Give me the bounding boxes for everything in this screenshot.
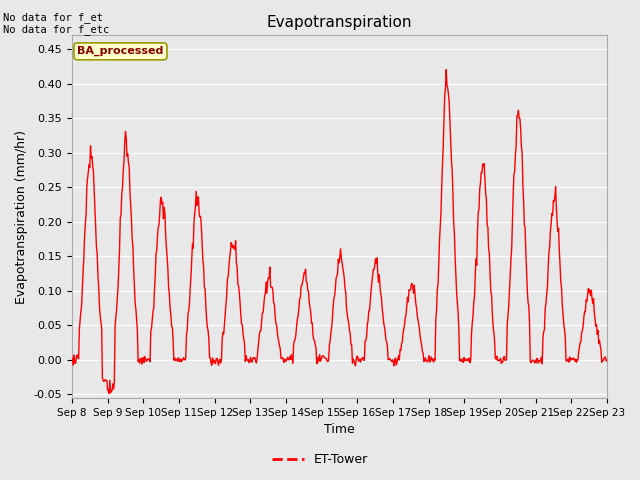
Title: Evapotranspiration: Evapotranspiration <box>267 15 412 30</box>
Legend: ET-Tower: ET-Tower <box>268 448 372 471</box>
Text: No data for f_et
No data for f_etc: No data for f_et No data for f_etc <box>3 12 109 36</box>
Text: BA_processed: BA_processed <box>77 46 164 57</box>
X-axis label: Time: Time <box>324 423 355 436</box>
Y-axis label: Evapotranspiration (mm/hr): Evapotranspiration (mm/hr) <box>15 130 28 304</box>
